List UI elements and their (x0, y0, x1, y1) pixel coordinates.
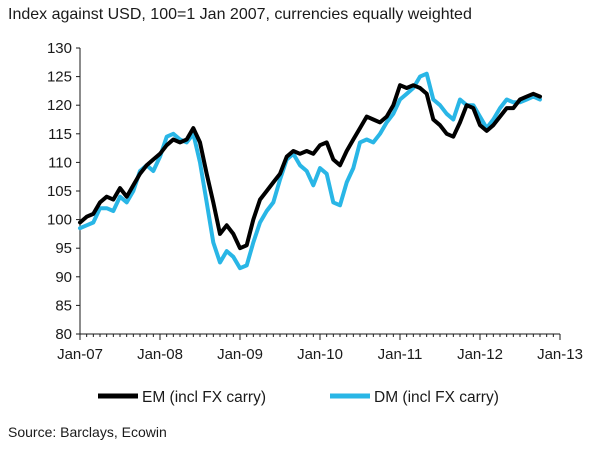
y-tick-label: 90 (55, 269, 72, 286)
x-tick-label: Jan-13 (537, 346, 583, 363)
y-tick-label: 110 (48, 154, 72, 171)
x-tick-label: Jan-09 (217, 346, 263, 363)
y-tick-label: 105 (47, 183, 72, 200)
y-tick-label: 95 (55, 240, 72, 257)
y-tick-label: 80 (55, 326, 72, 343)
x-tick-label: Jan-10 (297, 346, 343, 363)
axes: 80 85 90 95 100 105 110 115 120 125 130 Jan-07 Jan-0… (47, 40, 583, 363)
x-tick-label: Jan-07 (57, 346, 103, 363)
y-tick-label: 115 (48, 126, 72, 143)
legend-label: DM (incl FX carry) (374, 389, 499, 406)
y-tick-label: 120 (47, 97, 72, 114)
legend-label: EM (incl FX carry) (142, 389, 266, 406)
series-layer (78, 71, 542, 271)
x-tick-label: Jan-12 (457, 346, 503, 363)
chart-source: Source: Barclays, Ecowin (8, 424, 167, 440)
series-line-dm (78, 71, 542, 271)
y-tick-label: 100 (47, 212, 72, 229)
y-tick-label: 125 (47, 69, 72, 86)
x-tick-label: Jan-08 (137, 346, 183, 363)
series-line-em (78, 83, 542, 251)
x-tick-label: Jan-11 (378, 346, 423, 363)
chart-title: Index against USD, 100=1 Jan 2007, curre… (8, 6, 472, 23)
legend: EM (incl FX carry) DM (incl FX carry) (98, 389, 499, 406)
y-tick-label: 130 (47, 40, 72, 57)
y-tick-label: 85 (55, 297, 72, 314)
